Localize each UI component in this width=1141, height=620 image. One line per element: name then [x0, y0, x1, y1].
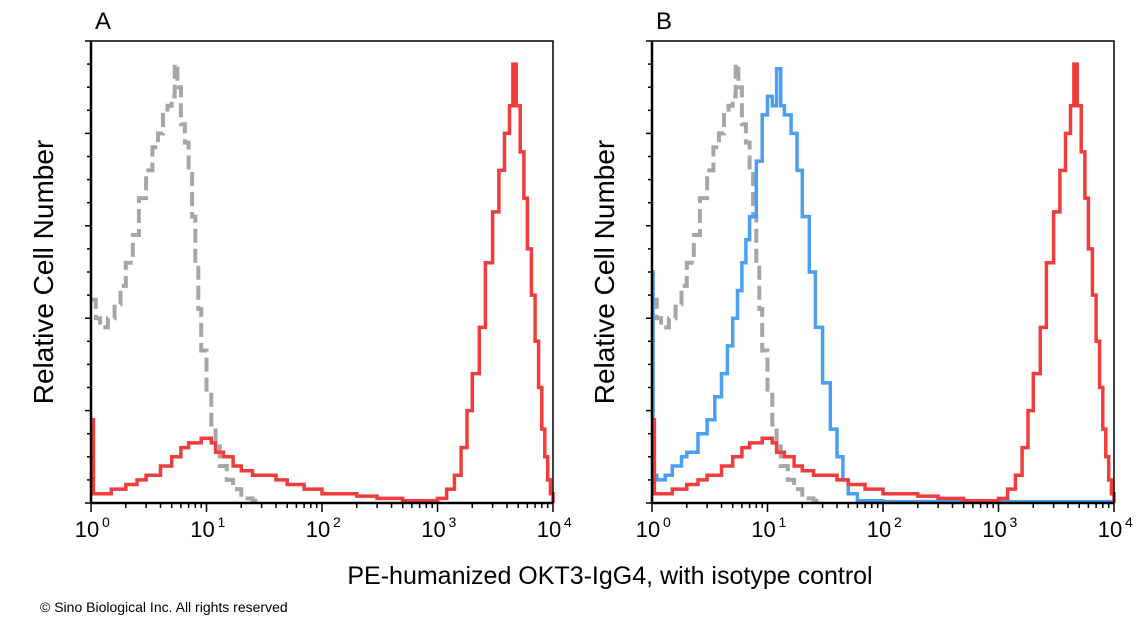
panel-label: A	[95, 8, 111, 35]
x-tick-label: 10	[190, 517, 214, 542]
panel-label: B	[656, 8, 672, 35]
histogram-blue-line	[651, 66, 1114, 504]
x-tick-label: 10	[75, 517, 99, 542]
x-axis-label: PE-humanized OKT3-IgG4, with isotype con…	[347, 562, 872, 590]
x-tick-exponent: 4	[564, 514, 572, 530]
x-tick-label: 10	[537, 517, 561, 542]
histogram-isotype-line	[652, 62, 825, 503]
x-tick-label: 10	[306, 517, 330, 542]
x-tick-exponent: 3	[1010, 514, 1018, 530]
x-tick-exponent: 3	[449, 514, 457, 530]
x-tick-exponent: 0	[663, 514, 671, 530]
histogram-isotype-line	[91, 62, 264, 503]
x-tick-exponent: 1	[218, 514, 226, 530]
y-axis-label: Relative Cell Number	[28, 140, 59, 405]
x-tick-label: 10	[1098, 517, 1122, 542]
x-tick-exponent: 1	[779, 514, 787, 530]
y-axis-label: Relative Cell Number	[589, 140, 620, 405]
x-tick-label: 10	[421, 517, 445, 542]
x-tick-exponent: 2	[894, 514, 902, 530]
copyright-text: © Sino Biological Inc. All rights reserv…	[40, 599, 288, 615]
x-tick-label: 10	[867, 517, 891, 542]
x-tick-exponent: 4	[1125, 514, 1133, 530]
x-tick-exponent: 2	[333, 514, 341, 530]
x-tick-label: 10	[636, 517, 660, 542]
x-tick-exponent: 0	[102, 514, 110, 530]
histogram-stained-line	[652, 62, 1116, 503]
histogram-stained-line	[91, 62, 555, 503]
x-tick-label: 10	[982, 517, 1006, 542]
x-tick-label: 10	[751, 517, 775, 542]
